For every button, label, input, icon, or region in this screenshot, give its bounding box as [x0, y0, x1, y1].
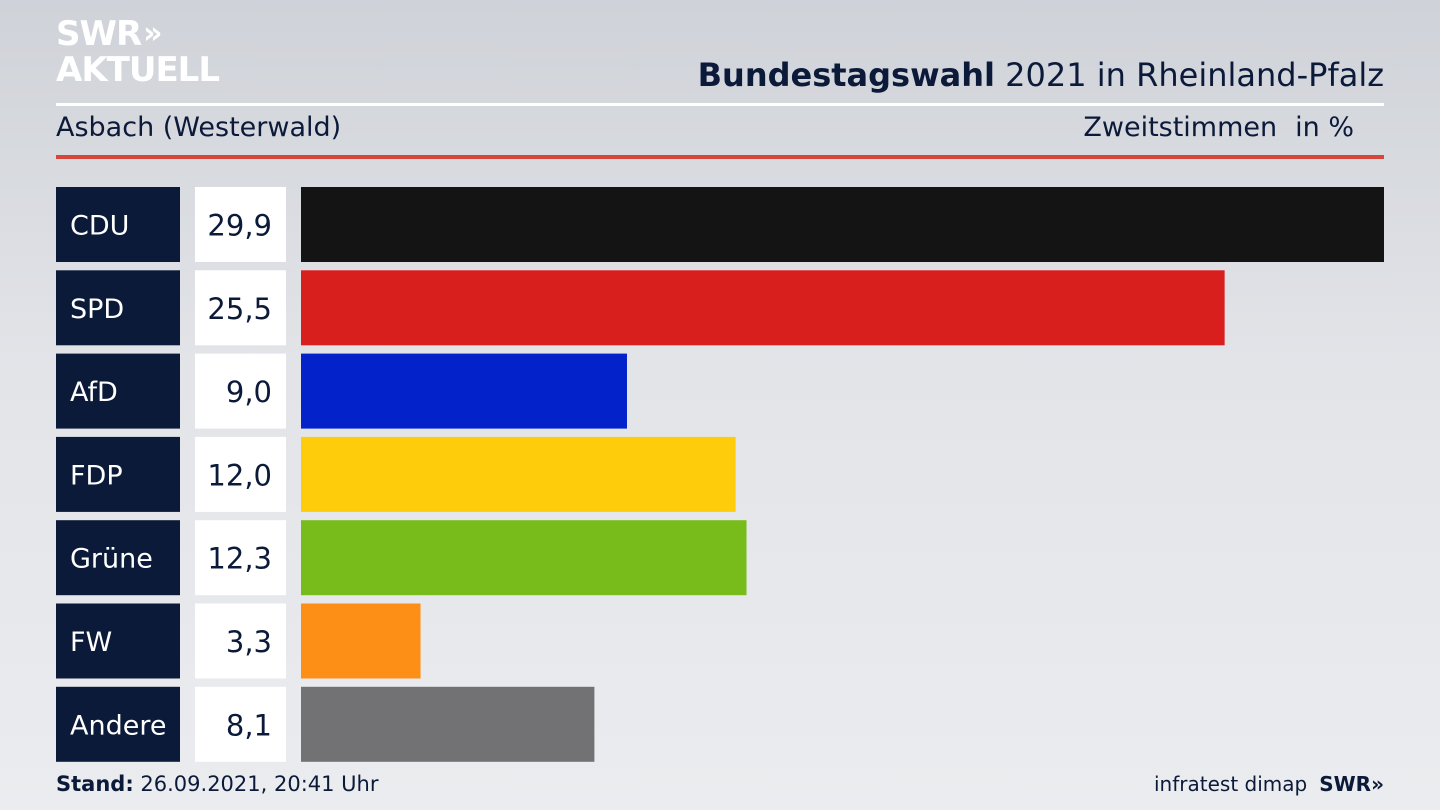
logo-chevron-icon: »: [143, 16, 163, 51]
value-box-afd: [195, 353, 286, 429]
value-box-fw: [195, 603, 286, 679]
value-box-spd: [195, 270, 286, 346]
party-label-cdu: CDU: [70, 211, 129, 242]
party-label-afd: AfD: [70, 377, 118, 408]
source-credit: infratest dimap SWR»: [1154, 772, 1384, 796]
chart-title-bold: Bundestagswahl: [697, 56, 995, 94]
header-divider: [56, 103, 1384, 106]
bar-fw: [301, 603, 421, 679]
party-label-fw: FW: [70, 627, 112, 658]
value-label-afd: 9,0: [226, 375, 272, 409]
party-label-box-fw: [56, 603, 180, 679]
party-label-andere: Andere: [70, 710, 166, 741]
timestamp-value: 26.09.2021, 20:41 Uhr: [133, 772, 379, 796]
bar-spd: [301, 270, 1225, 346]
value-box-cdu: [195, 187, 286, 262]
bar-cdu: [301, 187, 1384, 262]
subtitle-divider: [56, 155, 1384, 159]
logo-line1: SWR: [56, 14, 142, 54]
region-subtitle: Asbach (Westerwald): [56, 112, 342, 143]
party-label-spd: SPD: [70, 294, 124, 325]
bar-afd: [301, 353, 627, 429]
bar-gr-ne: [301, 520, 747, 596]
party-label-box-afd: [56, 353, 180, 429]
party-label-box-cdu: [56, 187, 180, 262]
party-label-box-spd: [56, 270, 180, 346]
source-name: infratest dimap: [1154, 772, 1308, 796]
swr-aktuell-logo: SWR » AKTUELL: [56, 14, 220, 90]
party-label-box-fdp: [56, 436, 180, 512]
chart-title: Bundestagswahl 2021 in Rheinland-Pfalz: [698, 56, 1384, 94]
party-label-fdp: FDP: [70, 460, 123, 491]
swr-brand: SWR»: [1319, 772, 1384, 796]
party-label-box-gr-ne: [56, 520, 180, 596]
value-box-gr-ne: [195, 520, 286, 596]
value-label-andere: 8,1: [226, 708, 272, 742]
logo-line2: AKTUELL: [56, 50, 220, 90]
chart-title-rest: 2021 in Rheinland-Pfalz: [995, 56, 1384, 94]
party-label-gr-ne: Grüne: [70, 544, 153, 575]
value-box-fdp: [195, 436, 286, 512]
bar-fdp: [301, 436, 736, 512]
timestamp: Stand: 26.09.2021, 20:41 Uhr: [56, 772, 379, 796]
value-label-fdp: 12,0: [207, 458, 272, 492]
metric-unit: in %: [1295, 112, 1354, 143]
value-label-spd: 25,5: [207, 292, 272, 326]
value-label-fw: 3,3: [226, 625, 272, 659]
metric-label: Zweitstimmen in %: [1083, 112, 1354, 143]
swr-brand-text: SWR: [1319, 772, 1372, 796]
bar-andere: [301, 686, 595, 762]
metric-name: Zweitstimmen: [1083, 112, 1278, 143]
value-label-gr-ne: 12,3: [207, 542, 272, 576]
party-label-box-andere: [56, 686, 180, 762]
value-label-cdu: 29,9: [207, 209, 272, 243]
timestamp-label: Stand:: [56, 772, 134, 796]
swr-chevron-icon: »: [1371, 772, 1384, 796]
value-box-andere: [195, 686, 286, 762]
